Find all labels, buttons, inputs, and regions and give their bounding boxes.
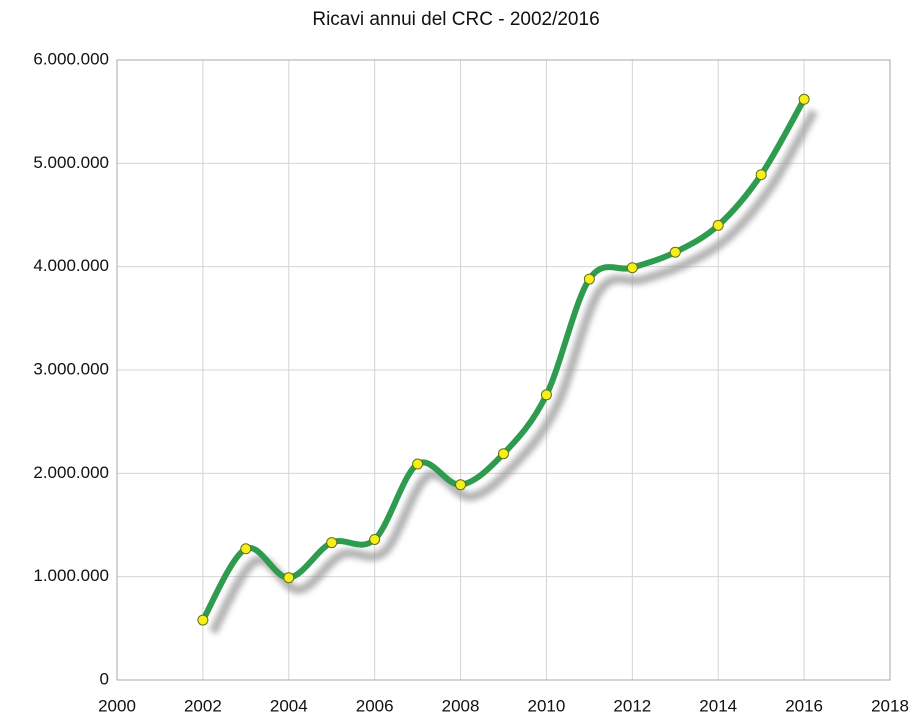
x-tick-label: 2004 (270, 696, 308, 715)
marker (498, 448, 509, 460)
marker (540, 389, 552, 401)
y-tick-label: 4.000.000 (33, 256, 109, 275)
marker (283, 572, 295, 584)
marker (326, 537, 338, 549)
line (199, 96, 808, 624)
marker (583, 273, 595, 285)
x-tick-label: 2000 (98, 696, 136, 715)
y-tick-label: 2.000.000 (33, 463, 109, 482)
marker (240, 543, 252, 555)
y-tick-label: 5.000.000 (33, 153, 109, 172)
marker (755, 169, 767, 181)
x-tick-label: 2016 (785, 696, 823, 715)
plot-frame (116, 59, 891, 681)
x-tick-label: 2018 (871, 696, 909, 715)
y-tick-label: 1.000.000 (33, 566, 109, 585)
marker (798, 93, 810, 105)
x-tick-label: 2002 (184, 696, 222, 715)
x-tick-label: 2006 (356, 696, 394, 715)
x-tick-label: 2012 (613, 696, 651, 715)
y-tick-label: 0 (100, 669, 109, 688)
chart-title: Ricavi annui del CRC - 2002/2016 (312, 9, 599, 30)
y-tick-label: 3.000.000 (33, 359, 109, 378)
marker (197, 614, 209, 626)
marker (712, 219, 724, 231)
marker (412, 458, 424, 470)
y-tick-label: 6.000.000 (33, 49, 109, 68)
marker (669, 246, 681, 258)
x-tick-label: 2010 (528, 696, 566, 715)
x-tick-label: 2014 (699, 696, 737, 715)
marker (626, 262, 638, 274)
marker (455, 479, 467, 491)
marker (369, 533, 381, 545)
line-shadow (208, 109, 819, 635)
x-tick-label: 2008 (442, 696, 480, 715)
